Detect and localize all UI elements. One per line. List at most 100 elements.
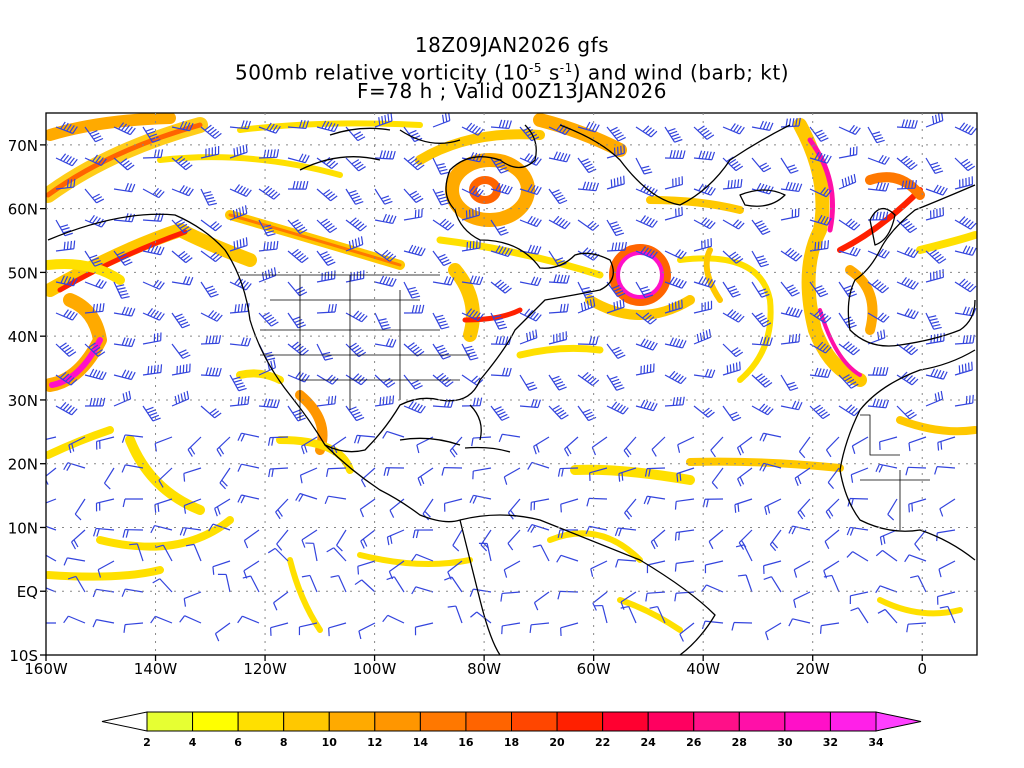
wind-barb (701, 584, 724, 593)
wind-barb (229, 374, 247, 392)
wind-barb (183, 498, 202, 514)
map-title-line1: 18Z09JAN2026 gfs (414, 33, 610, 57)
wind-barb (471, 436, 492, 447)
wind-barb (809, 404, 831, 420)
wind-barb (532, 544, 550, 562)
wind-barb (867, 279, 890, 294)
wind-barb (84, 126, 104, 143)
wind-barb (154, 498, 173, 513)
wind-barb (824, 529, 840, 550)
wind-barb (432, 188, 450, 206)
wind-barb (480, 529, 492, 552)
wind-barb (797, 498, 811, 520)
wind-barb (838, 281, 857, 298)
wind-barb (910, 575, 927, 593)
wind-barb (345, 126, 366, 142)
wind-barb (55, 153, 78, 167)
wind-barb (55, 342, 77, 357)
wind-barb (925, 249, 947, 264)
wind-barb (606, 241, 627, 252)
wind-barb (243, 529, 260, 549)
wind-barb (382, 614, 405, 624)
wind-barb (751, 403, 774, 416)
wind-barb (693, 329, 712, 345)
wind-barb (229, 205, 248, 221)
hispaniola-coast (464, 446, 511, 453)
wind-barb (533, 436, 550, 455)
wind-barb (793, 560, 811, 578)
wind-barb (519, 276, 542, 287)
wind-barb (896, 155, 918, 171)
wind-barb (490, 312, 508, 330)
wind-barb (444, 576, 463, 593)
wind-barb (171, 276, 194, 286)
wind-barb (46, 498, 57, 504)
title-exponent: -5 (529, 61, 542, 75)
wind-barb (925, 312, 942, 330)
wind-barb (171, 250, 193, 264)
wind-barb (219, 467, 231, 490)
wind-barb (345, 188, 364, 205)
greenland-coast (559, 124, 791, 206)
wind-barb (838, 146, 858, 159)
wind-barb (258, 240, 279, 252)
wind-barb (237, 615, 260, 624)
wind-barb (645, 591, 666, 602)
wind-barb (674, 591, 695, 602)
wind-barb (635, 157, 653, 175)
wind-barb (316, 395, 337, 407)
wind-barb (896, 343, 919, 356)
wind-barb (710, 436, 724, 458)
wind-barb (411, 553, 434, 562)
wind-barb (877, 608, 898, 624)
wind-barb (577, 281, 595, 299)
wind-barb (229, 395, 250, 407)
wind-barb (635, 399, 658, 412)
wind-barb (850, 607, 869, 624)
wind-barb (443, 498, 463, 512)
wind-barb (606, 343, 626, 359)
wind-barb (764, 498, 782, 515)
colorbar-label: 14 (413, 736, 429, 749)
wind-barb (677, 436, 695, 453)
wind-barb (374, 312, 391, 330)
colorbar-label: 10 (322, 736, 338, 749)
wind-barb (606, 401, 629, 415)
wind-barb (548, 374, 567, 391)
wind-barb (838, 124, 861, 136)
map-title-line3: F=78 h ; Valid 00Z13JAN2026 (357, 79, 667, 103)
coastline-layer (47, 124, 976, 655)
wind-barb (635, 215, 658, 228)
wind-barb (316, 218, 338, 234)
wind-barb (664, 370, 687, 385)
wind-barb (412, 529, 434, 539)
wind-barb (326, 547, 347, 562)
wind-barb (722, 123, 745, 135)
wind-barb (577, 121, 600, 133)
wind-barb (507, 529, 521, 551)
wind-barb (519, 398, 541, 409)
wind-barb (875, 549, 898, 562)
wind-barb (113, 390, 132, 407)
wind-barb (461, 122, 484, 136)
wind-barb (214, 622, 231, 642)
wind-barb (403, 400, 426, 414)
wind-barb (121, 588, 144, 597)
colorbar-swatch (374, 711, 421, 732)
wind-barb (55, 121, 78, 134)
wind-barb (68, 436, 86, 454)
wind-barb (577, 298, 596, 314)
lon-tick-label: 100W (353, 660, 397, 678)
wind-barb (614, 527, 637, 537)
lat-tick-label: 10S (9, 647, 38, 665)
wind-barb (403, 126, 423, 143)
wind-barb (533, 591, 550, 611)
wind-barb (229, 184, 252, 197)
wind-barb (769, 529, 782, 552)
wind-barb (200, 188, 217, 206)
wind-barb (417, 467, 434, 486)
wind-barb (624, 498, 637, 520)
wind-barb (300, 436, 318, 455)
south-america-west-coast (459, 519, 501, 655)
wind-barb (827, 467, 840, 490)
